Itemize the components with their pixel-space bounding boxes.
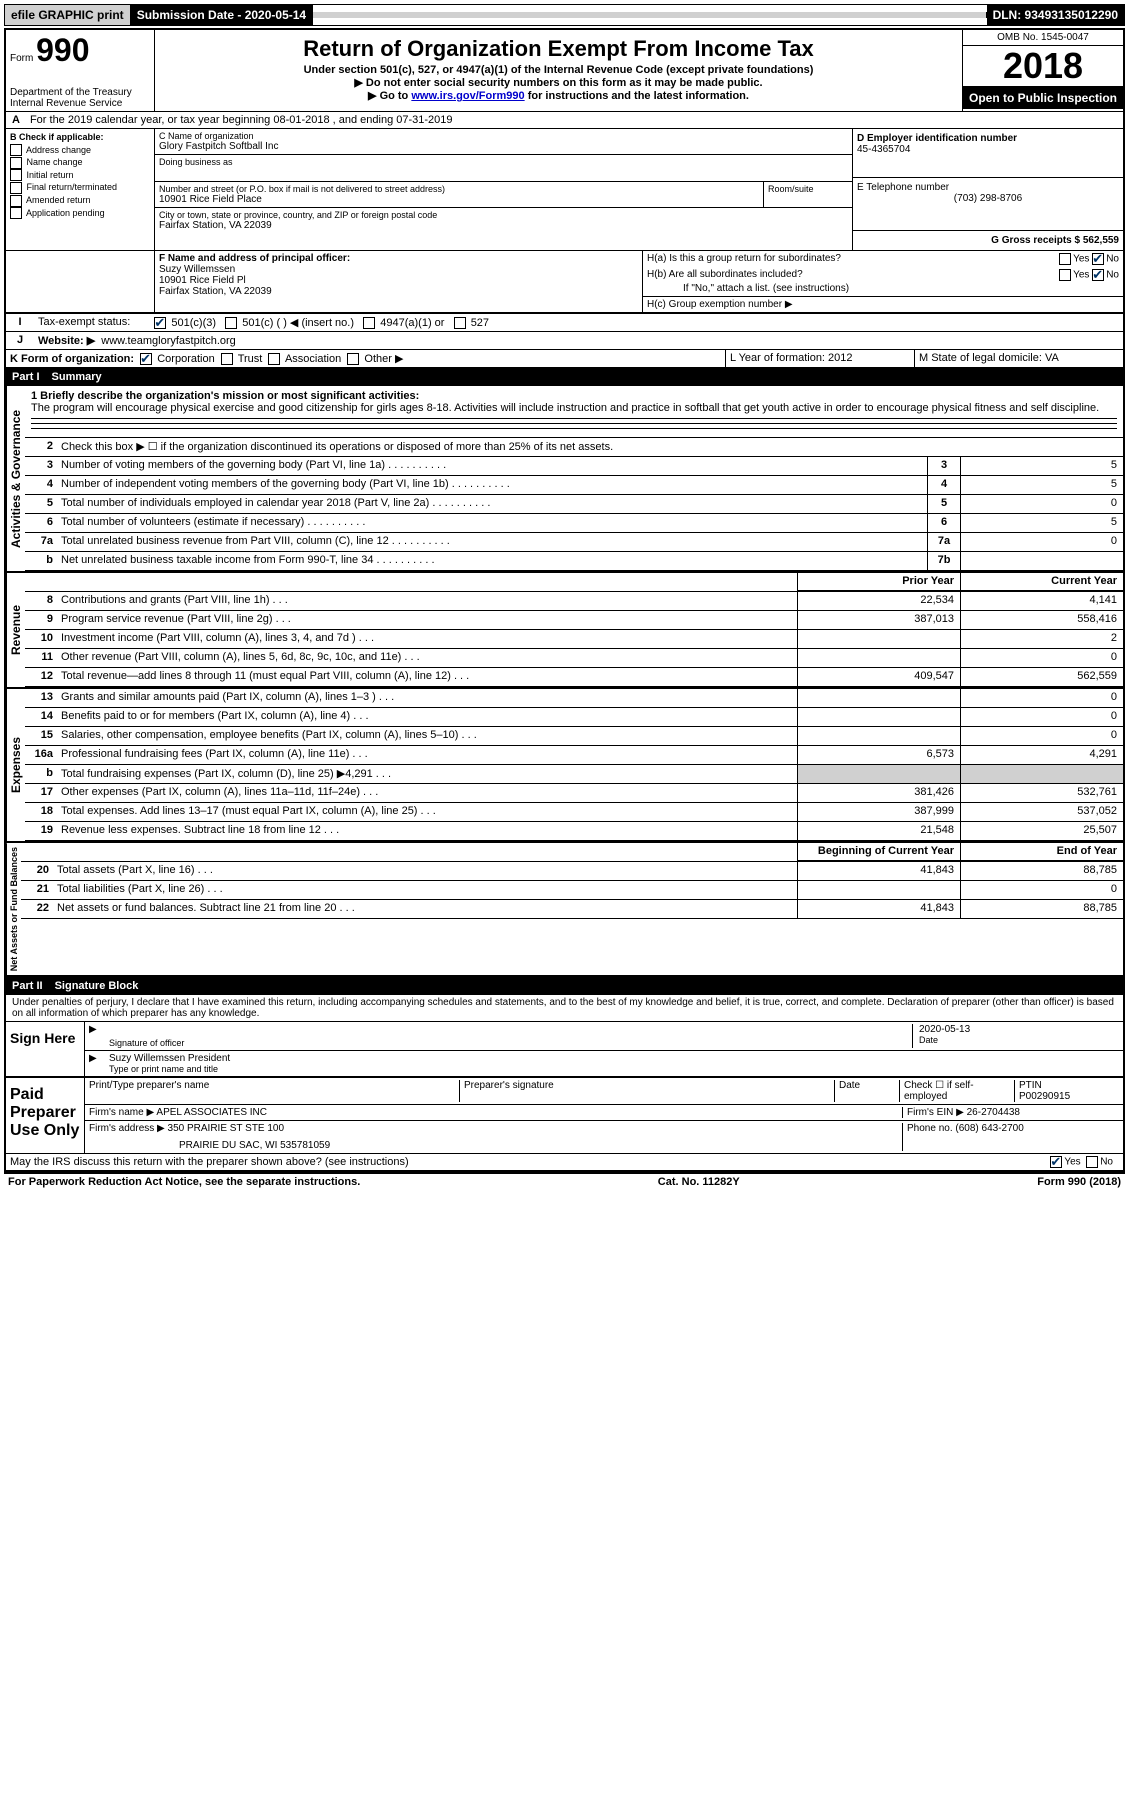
org-address: 10901 Rice Field Place bbox=[159, 194, 759, 205]
tax-year: 2018 bbox=[963, 46, 1123, 87]
ssn-warning: Do not enter social security numbers on … bbox=[366, 77, 763, 89]
state-domicile: M State of legal domicile: VA bbox=[914, 350, 1123, 367]
line-b: bTotal fundraising expenses (Part IX, co… bbox=[25, 765, 1123, 784]
end-year-header: End of Year bbox=[960, 843, 1123, 861]
form-subtitle: Under section 501(c), 527, or 4947(a)(1)… bbox=[159, 64, 958, 76]
tax-year-range: For the 2019 calendar year, or tax year … bbox=[26, 112, 457, 128]
gov-line-4: 4Number of independent voting members of… bbox=[25, 476, 1123, 495]
line-12: 12Total revenue—add lines 8 through 11 (… bbox=[25, 668, 1123, 687]
sign-date: 2020-05-13 bbox=[919, 1024, 1119, 1035]
expenses-section: Expenses 13Grants and similar amounts pa… bbox=[6, 689, 1123, 843]
paperwork-notice: For Paperwork Reduction Act Notice, see … bbox=[8, 1176, 360, 1188]
top-bar: efile GRAPHIC print Submission Date - 20… bbox=[4, 4, 1125, 26]
officer-sig-name: Suzy Willemssen President bbox=[109, 1053, 1119, 1064]
box-d-e-g: D Employer identification number 45-4365… bbox=[852, 129, 1123, 250]
dept-treasury: Department of the Treasury bbox=[10, 87, 150, 98]
firm-addr: 350 PRAIRIE ST STE 100 bbox=[168, 1123, 285, 1134]
line-10: 10Investment income (Part VIII, column (… bbox=[25, 630, 1123, 649]
sidebar-governance: Activities & Governance bbox=[6, 386, 25, 571]
line-20: 20Total assets (Part X, line 16) . . .41… bbox=[21, 862, 1123, 881]
prior-year-header: Prior Year bbox=[797, 573, 960, 591]
group-exemption: H(c) Group exemption number ▶ bbox=[643, 296, 1123, 312]
officer-block: F Name and address of principal officer:… bbox=[6, 251, 1123, 313]
line-a: A For the 2019 calendar year, or tax yea… bbox=[6, 112, 1123, 129]
tax-exempt-row: I Tax-exempt status: 501(c)(3) 501(c) ( … bbox=[6, 313, 1123, 332]
website-row: J Website: ▶ www.teamgloryfastpitch.org bbox=[6, 332, 1123, 350]
current-year-header: Current Year bbox=[960, 573, 1123, 591]
line-15: 15Salaries, other compensation, employee… bbox=[25, 727, 1123, 746]
paid-preparer-label: Paid Preparer Use Only bbox=[6, 1078, 85, 1153]
mission-text: The program will encourage physical exer… bbox=[31, 402, 1099, 414]
part2-header: Part II Signature Block bbox=[6, 977, 1123, 995]
firm-name: APEL ASSOCIATES INC bbox=[156, 1107, 267, 1118]
identity-block: B Check if applicable: Address change Na… bbox=[6, 129, 1123, 251]
org-name: Glory Fastpitch Softball Inc bbox=[159, 141, 848, 152]
submission-date: Submission Date - 2020-05-14 bbox=[131, 5, 313, 25]
form-ref: Form 990 (2018) bbox=[1037, 1176, 1121, 1188]
begin-year-header: Beginning of Current Year bbox=[797, 843, 960, 861]
gov-line-3: 3Number of voting members of the governi… bbox=[25, 457, 1123, 476]
form-title-block: Return of Organization Exempt From Incom… bbox=[155, 30, 962, 111]
form-header: Form 990 Department of the Treasury Inte… bbox=[6, 30, 1123, 112]
officer-name: Suzy Willemssen bbox=[159, 264, 638, 275]
form-number-block: Form 990 Department of the Treasury Inte… bbox=[6, 30, 155, 111]
line2-discontinued: Check this box ▶ ☐ if the organization d… bbox=[57, 438, 1123, 456]
gov-line-6: 6Total number of volunteers (estimate if… bbox=[25, 514, 1123, 533]
irs-label: Internal Revenue Service bbox=[10, 98, 150, 109]
line-9: 9Program service revenue (Part VIII, lin… bbox=[25, 611, 1123, 630]
gov-line-5: 5Total number of individuals employed in… bbox=[25, 495, 1123, 514]
open-public-badge: Open to Public Inspection bbox=[963, 87, 1123, 109]
part1-header: Part I Summary bbox=[6, 368, 1123, 386]
firm-ein: 26-2704438 bbox=[967, 1107, 1020, 1118]
governance-section: Activities & Governance 1 Briefly descri… bbox=[6, 386, 1123, 573]
netassets-section: Net Assets or Fund Balances Beginning of… bbox=[6, 843, 1123, 977]
form-body: Form 990 Department of the Treasury Inte… bbox=[4, 28, 1125, 1174]
mission-label: 1 Briefly describe the organization's mi… bbox=[31, 390, 419, 402]
paid-preparer-block: Paid Preparer Use Only Print/Type prepar… bbox=[6, 1078, 1123, 1154]
form-org-row: K Form of organization: Corporation Trus… bbox=[6, 350, 1123, 368]
year-block: OMB No. 1545-0047 2018 Open to Public In… bbox=[962, 30, 1123, 111]
irs-link[interactable]: www.irs.gov/Form990 bbox=[411, 90, 524, 102]
line-13: 13Grants and similar amounts paid (Part … bbox=[25, 689, 1123, 708]
line-22: 22Net assets or fund balances. Subtract … bbox=[21, 900, 1123, 919]
line-19: 19Revenue less expenses. Subtract line 1… bbox=[25, 822, 1123, 841]
form-990-number: 990 bbox=[36, 32, 89, 68]
sign-here-label: Sign Here bbox=[6, 1022, 85, 1076]
perjury-statement: Under penalties of perjury, I declare th… bbox=[6, 995, 1123, 1022]
org-city: Fairfax Station, VA 22039 bbox=[159, 220, 848, 231]
sidebar-expenses: Expenses bbox=[6, 689, 25, 841]
line-21: 21Total liabilities (Part X, line 26) . … bbox=[21, 881, 1123, 900]
ptin: P00290915 bbox=[1019, 1091, 1070, 1102]
form-title: Return of Organization Exempt From Incom… bbox=[159, 36, 958, 62]
box-b: B Check if applicable: Address change Na… bbox=[6, 129, 155, 250]
form-prefix: Form bbox=[10, 53, 33, 64]
phone: (703) 298-8706 bbox=[857, 193, 1119, 204]
line-8: 8Contributions and grants (Part VIII, li… bbox=[25, 592, 1123, 611]
line-14: 14Benefits paid to or for members (Part … bbox=[25, 708, 1123, 727]
cat-no: Cat. No. 11282Y bbox=[658, 1176, 740, 1188]
box-f: F Name and address of principal officer:… bbox=[154, 251, 642, 312]
dln: DLN: 93493135012290 bbox=[987, 5, 1124, 25]
line-11: 11Other revenue (Part VIII, column (A), … bbox=[25, 649, 1123, 668]
gov-line-7a: 7aTotal unrelated business revenue from … bbox=[25, 533, 1123, 552]
line-18: 18Total expenses. Add lines 13–17 (must … bbox=[25, 803, 1123, 822]
website: www.teamgloryfastpitch.org bbox=[101, 335, 236, 347]
efile-label[interactable]: efile GRAPHIC print bbox=[5, 5, 131, 25]
sidebar-revenue: Revenue bbox=[6, 573, 25, 687]
box-c: C Name of organization Glory Fastpitch S… bbox=[155, 129, 852, 250]
gross-receipts: G Gross receipts $ 562,559 bbox=[991, 235, 1119, 246]
line-16a: 16aProfessional fundraising fees (Part I… bbox=[25, 746, 1123, 765]
page-footer: For Paperwork Reduction Act Notice, see … bbox=[4, 1174, 1125, 1190]
year-formation: L Year of formation: 2012 bbox=[725, 350, 914, 367]
gov-line-b: bNet unrelated business taxable income f… bbox=[25, 552, 1123, 571]
sign-here-block: Sign Here ▶ Signature of officer 2020-05… bbox=[6, 1022, 1123, 1078]
box-h: H(a) Is this a group return for subordin… bbox=[642, 251, 1123, 312]
revenue-section: Revenue Prior Year Current Year 8Contrib… bbox=[6, 573, 1123, 689]
firm-phone: (608) 643-2700 bbox=[955, 1123, 1023, 1134]
sidebar-netassets: Net Assets or Fund Balances bbox=[6, 843, 21, 975]
discuss-row: May the IRS discuss this return with the… bbox=[6, 1154, 1123, 1172]
line-17: 17Other expenses (Part IX, column (A), l… bbox=[25, 784, 1123, 803]
ein: 45-4365704 bbox=[857, 144, 1119, 155]
omb-number: OMB No. 1545-0047 bbox=[963, 30, 1123, 46]
